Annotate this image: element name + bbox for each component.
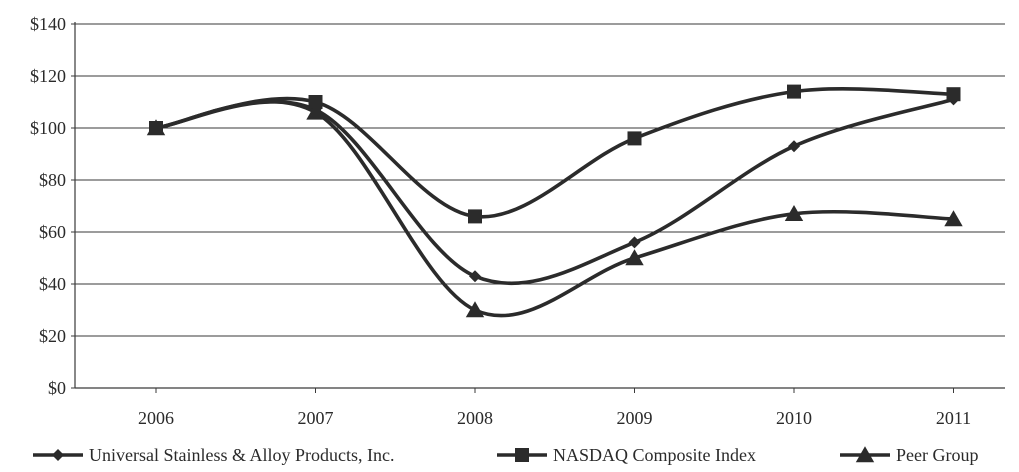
y-tick-label: $0 [48, 378, 66, 398]
y-tick-label: $120 [30, 66, 66, 86]
series-lines [146, 84, 963, 318]
data-point-square [787, 84, 801, 99]
series-line [154, 99, 956, 318]
legend: Universal Stainless & Alloy Products, In… [33, 445, 978, 465]
data-point-triangle [784, 205, 804, 221]
data-point-diamond [628, 236, 641, 249]
legend-item: Peer Group [840, 445, 978, 465]
data-point-triangle [625, 249, 644, 266]
data-point-diamond [469, 270, 481, 283]
data-point-square [308, 95, 323, 109]
series-triangle [146, 99, 963, 318]
axes [71, 22, 1005, 393]
legend-marker-triangle [855, 446, 875, 463]
data-point-square [946, 87, 961, 102]
x-tick-label: 2007 [298, 408, 334, 428]
y-tick-label: $80 [39, 170, 66, 190]
data-point-triangle [465, 301, 485, 318]
gridlines [75, 23, 1005, 337]
legend-label: NASDAQ Composite Index [553, 445, 756, 465]
y-tick-label: $140 [30, 14, 66, 34]
series-line [154, 87, 956, 219]
y-tick-label: $40 [39, 274, 66, 294]
data-point-triangle [146, 119, 166, 136]
legend-marker-diamond [52, 449, 64, 461]
series-square [149, 84, 961, 224]
x-tick-label: 2010 [776, 408, 812, 428]
x-tick-label: 2009 [617, 408, 653, 428]
y-tick-label: $100 [30, 118, 66, 138]
data-point-square [468, 209, 482, 224]
y-tick-label: $20 [39, 326, 66, 346]
y-tick-labels: $0 $20 $40 $60 $80 $100 $120 $140 [30, 14, 66, 398]
legend-marker-square [515, 448, 529, 462]
data-point-square [627, 131, 642, 146]
x-tick-label: 2011 [936, 408, 971, 428]
legend-label: Universal Stainless & Alloy Products, In… [89, 445, 394, 465]
legend-item: NASDAQ Composite Index [497, 445, 756, 465]
data-point-triangle [306, 103, 325, 120]
legend-item: Universal Stainless & Alloy Products, In… [33, 445, 394, 465]
data-point-triangle [944, 210, 963, 227]
x-tick-label: 2006 [138, 408, 174, 428]
data-point-diamond [788, 140, 800, 153]
x-tick-labels: 2006 2007 2008 2009 2010 2011 [138, 408, 971, 428]
legend-label: Peer Group [896, 445, 978, 465]
y-tick-label: $60 [39, 222, 66, 242]
x-tick-label: 2008 [457, 408, 493, 428]
series-line [154, 97, 956, 286]
